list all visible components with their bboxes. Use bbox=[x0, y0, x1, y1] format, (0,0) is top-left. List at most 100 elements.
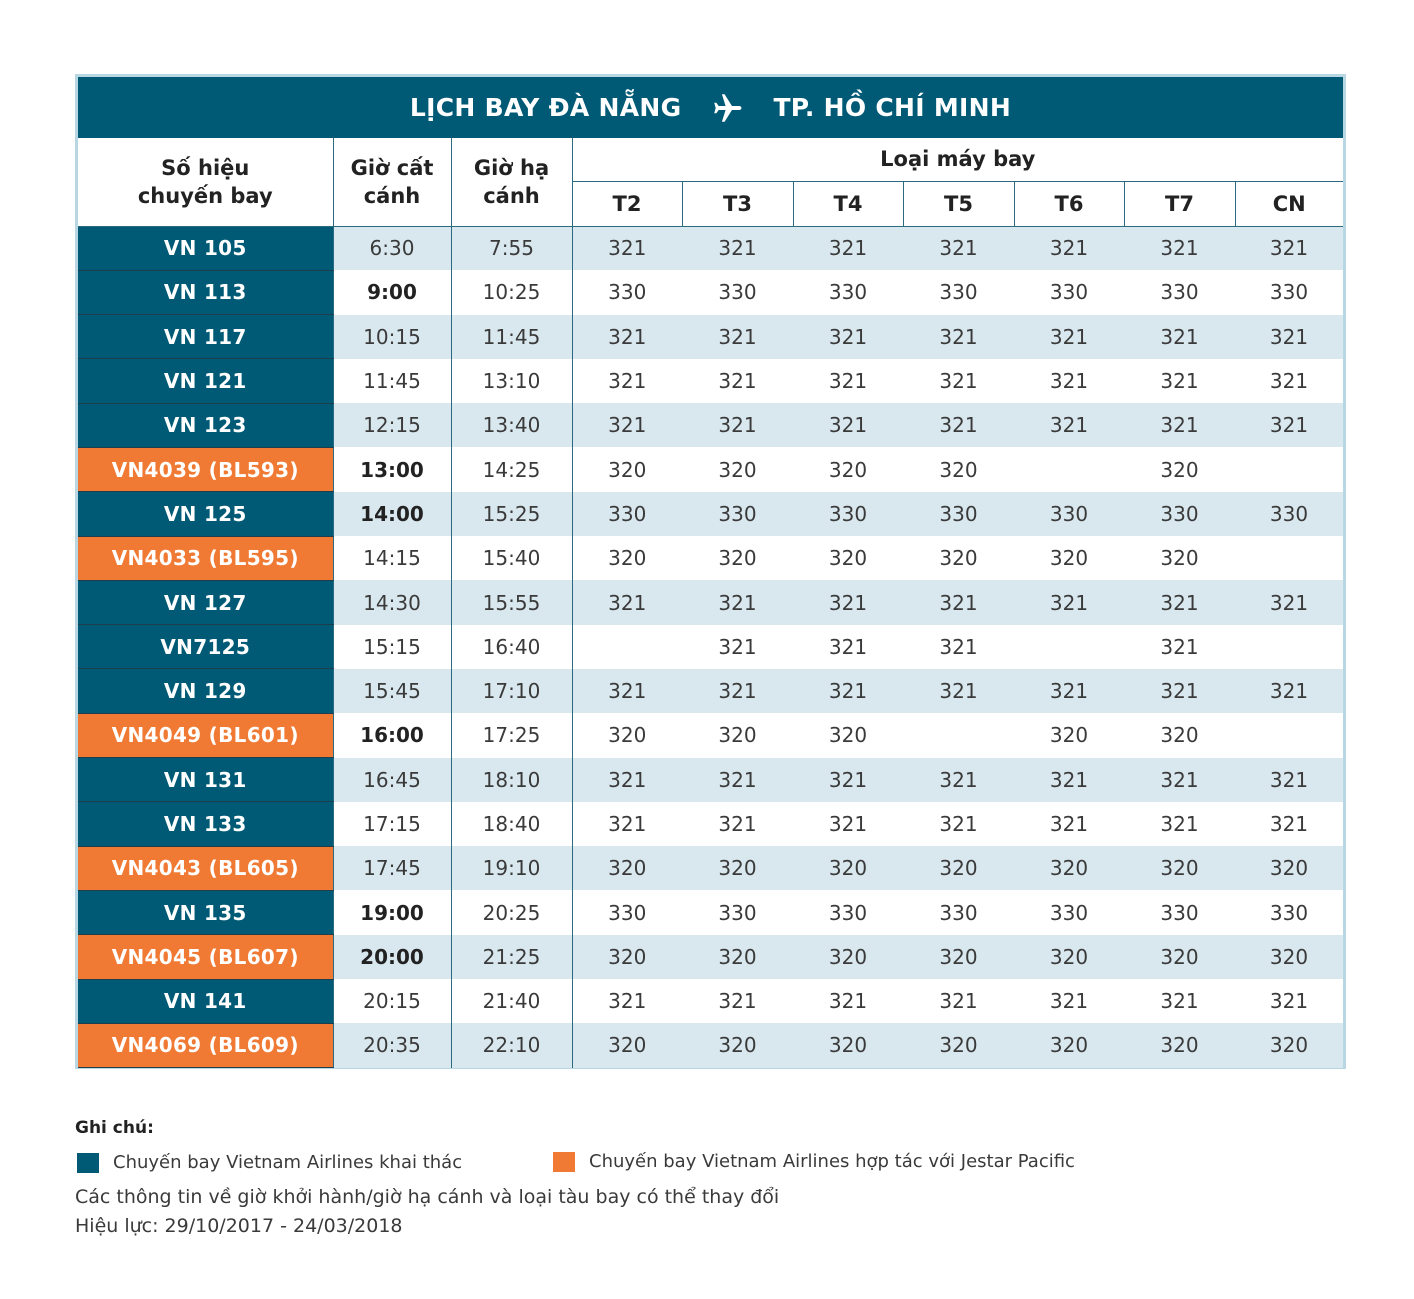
flight-number-cell: VN 131 bbox=[78, 757, 334, 803]
aircraft-type-cell-t4: 330 bbox=[793, 491, 903, 537]
legend-vn-label: Chuyến bay Vietnam Airlines khai thác bbox=[113, 1152, 463, 1173]
header-day-t3: T3 bbox=[682, 180, 794, 227]
aircraft-type-cell-t2: 321 bbox=[572, 314, 682, 359]
aircraft-type-cell-t7: 321 bbox=[1160, 989, 1199, 1014]
departure-time-cell: 20:35 bbox=[333, 1023, 452, 1068]
aircraft-type-cell-t6 bbox=[1014, 447, 1124, 491]
aircraft-type-cell-t6: 330 bbox=[1049, 900, 1089, 925]
table-row: VN 117 10:15 11:45 321 321 321 321 321 321 321 bbox=[78, 314, 1344, 360]
aircraft-type-cell-t4: 321 bbox=[793, 314, 903, 359]
aircraft-type-cell-t5: 321 bbox=[903, 757, 1014, 802]
aircraft-type-cell-t4: 321 bbox=[828, 812, 868, 836]
aircraft-type-cell-cn: 320 bbox=[1235, 1023, 1344, 1068]
arrival-time-cell: 21:40 bbox=[451, 979, 573, 1024]
table-row: VN 121 11:45 13:10 321 321 321 321 321 321 321 bbox=[78, 358, 1343, 404]
flight-number-cell: VN 135 bbox=[78, 890, 334, 936]
table-row: VN 127 14:30 15:55 321 321 321 321 321 321 321 bbox=[78, 580, 1344, 626]
header-day-t2: T2 bbox=[572, 180, 683, 227]
departure-time-cell: 13:00 bbox=[333, 447, 452, 492]
arrival-time-cell: 7:55 bbox=[451, 226, 573, 271]
aircraft-type-cell-t2: 330 bbox=[608, 900, 647, 925]
aircraft-type-cell-t7: 321 bbox=[1124, 403, 1235, 448]
table-row: VN4039 (BL593) 13:00 14:25 320 320 320 320 320 bbox=[78, 447, 1343, 493]
schedule-title-bar: LỊCH BAY ĐÀ NẴNG TP. HỒ CHÍ MINH bbox=[78, 77, 1343, 138]
departure-time-cell: 20:00 bbox=[333, 934, 452, 980]
aircraft-type-cell-t5: 321 bbox=[903, 226, 1014, 271]
flight-number-cell: VN4049 (BL601) bbox=[78, 713, 334, 759]
aircraft-type-cell-t7: 320 bbox=[1160, 546, 1199, 571]
table-row: VN4033 (BL595) 14:15 15:40 320 320 320 320 320 3… bbox=[78, 536, 1343, 581]
aircraft-type-cell-t3: 321 bbox=[682, 314, 793, 359]
aircraft-type-cell-t3: 330 bbox=[682, 491, 793, 537]
aircraft-type-cell-cn: 320 bbox=[1235, 846, 1344, 891]
aircraft-type-cell-cn: 330 bbox=[1269, 900, 1309, 925]
arrival-time-cell: 16:40 bbox=[451, 624, 573, 669]
aircraft-type-cell-t5: 321 bbox=[939, 369, 978, 394]
table-row: VN 105 6:30 7:55 321 321 321 321 321 321 321 bbox=[78, 226, 1344, 271]
origin-title: LỊCH BAY ĐÀ NẴNG bbox=[409, 93, 682, 122]
aircraft-type-cell-t4: 320 bbox=[828, 723, 868, 748]
aircraft-type-cell-t5: 330 bbox=[939, 280, 978, 305]
aircraft-type-cell-t7: 320 bbox=[1124, 1023, 1235, 1068]
aircraft-type-cell-t7: 330 bbox=[1160, 280, 1199, 305]
arrival-time-cell: 15:40 bbox=[451, 536, 573, 581]
table-row: VN7125 15:15 16:40 321 321 321 321 bbox=[78, 624, 1343, 670]
table-row: VN 113 9:00 10:25 330 330 330 330 330 330 330 bbox=[78, 270, 1343, 316]
aircraft-type-cell-t5: 321 bbox=[939, 989, 978, 1014]
aircraft-type-cell-t6: 330 bbox=[1049, 280, 1089, 305]
flight-number-cell: VN4033 (BL595) bbox=[78, 536, 334, 581]
aircraft-type-cell-t6: 320 bbox=[1049, 723, 1089, 748]
aircraft-type-cell-t4: 330 bbox=[828, 280, 868, 305]
arrival-time-cell: 13:10 bbox=[451, 358, 573, 404]
flight-number-cell: VN 125 bbox=[78, 491, 334, 537]
table-row: VN 131 16:45 18:10 321 321 321 321 321 321 321 bbox=[78, 757, 1344, 803]
arrival-time-cell: 14:25 bbox=[451, 447, 573, 492]
aircraft-type-cell-t4: 320 bbox=[828, 457, 868, 482]
aircraft-type-cell-t2: 321 bbox=[572, 757, 682, 802]
aircraft-type-cell-cn bbox=[1235, 536, 1343, 580]
departure-time-cell: 16:45 bbox=[333, 757, 452, 802]
flight-schedule-table: Số hiệu chuyến bay Giờ cất cánh Giờ hạ c… bbox=[78, 138, 1344, 1069]
aircraft-type-cell-t4: 320 bbox=[793, 1023, 903, 1068]
aircraft-type-cell-t4: 320 bbox=[828, 546, 868, 571]
aircraft-type-cell-t7: 321 bbox=[1160, 369, 1199, 394]
aircraft-type-cell-t5: 321 bbox=[939, 812, 978, 836]
departure-time-cell: 15:45 bbox=[333, 668, 452, 714]
validity-text: Hiệu lực: 29/10/2017 - 24/03/2018 bbox=[75, 1215, 403, 1237]
aircraft-type-cell-cn: 321 bbox=[1269, 989, 1309, 1014]
aircraft-type-cell-t5: 321 bbox=[903, 314, 1014, 359]
aircraft-type-cell-t5: 321 bbox=[903, 668, 1014, 714]
aircraft-type-cell-t3: 320 bbox=[718, 457, 757, 482]
flight-number-cell: VN 133 bbox=[78, 801, 334, 847]
aircraft-type-cell-t3: 321 bbox=[682, 668, 793, 714]
aircraft-type-cell-cn: 320 bbox=[1235, 934, 1344, 980]
aircraft-type-cell-t5: 320 bbox=[903, 846, 1014, 891]
table-row: VN4045 (BL607) 20:00 21:25 320 320 320 320 320 3… bbox=[78, 934, 1344, 980]
aircraft-type-cell-t2: 320 bbox=[572, 846, 682, 891]
aircraft-type-cell-t6: 320 bbox=[1014, 934, 1124, 980]
table-row: VN 125 14:00 15:25 330 330 330 330 330 330 330 bbox=[78, 491, 1344, 537]
aircraft-type-cell-t3: 321 bbox=[682, 226, 793, 271]
aircraft-type-cell-t5: 320 bbox=[903, 1023, 1014, 1068]
aircraft-type-cell-t3: 321 bbox=[682, 403, 793, 448]
aircraft-type-cell-t6: 320 bbox=[1049, 546, 1089, 571]
flight-number-cell: VN 127 bbox=[78, 580, 334, 626]
aircraft-type-cell-t2: 321 bbox=[572, 580, 682, 625]
arrival-time-cell: 22:10 bbox=[451, 1023, 573, 1068]
flight-number-cell: VN 113 bbox=[78, 270, 334, 316]
aircraft-type-cell-t2 bbox=[572, 625, 682, 669]
departure-time-cell: 17:45 bbox=[333, 846, 452, 891]
flight-number-cell: VN 123 bbox=[78, 403, 334, 448]
aircraft-type-cell-t4: 321 bbox=[828, 369, 868, 394]
header-day-t6: T6 bbox=[1014, 180, 1125, 227]
arrival-time-cell: 17:10 bbox=[451, 668, 573, 714]
aircraft-type-cell-t3: 320 bbox=[718, 546, 757, 571]
aircraft-type-cell-t4: 321 bbox=[793, 668, 903, 714]
departure-time-cell: 9:00 bbox=[333, 270, 452, 315]
arrival-time-cell: 18:10 bbox=[451, 757, 573, 802]
flight-number-cell: VN 129 bbox=[78, 668, 334, 714]
aircraft-type-cell-t2: 321 bbox=[608, 812, 647, 836]
aircraft-type-cell-t4: 321 bbox=[793, 580, 903, 625]
aircraft-type-cell-t7: 321 bbox=[1124, 580, 1235, 625]
aircraft-type-cell-t4: 321 bbox=[793, 403, 903, 448]
